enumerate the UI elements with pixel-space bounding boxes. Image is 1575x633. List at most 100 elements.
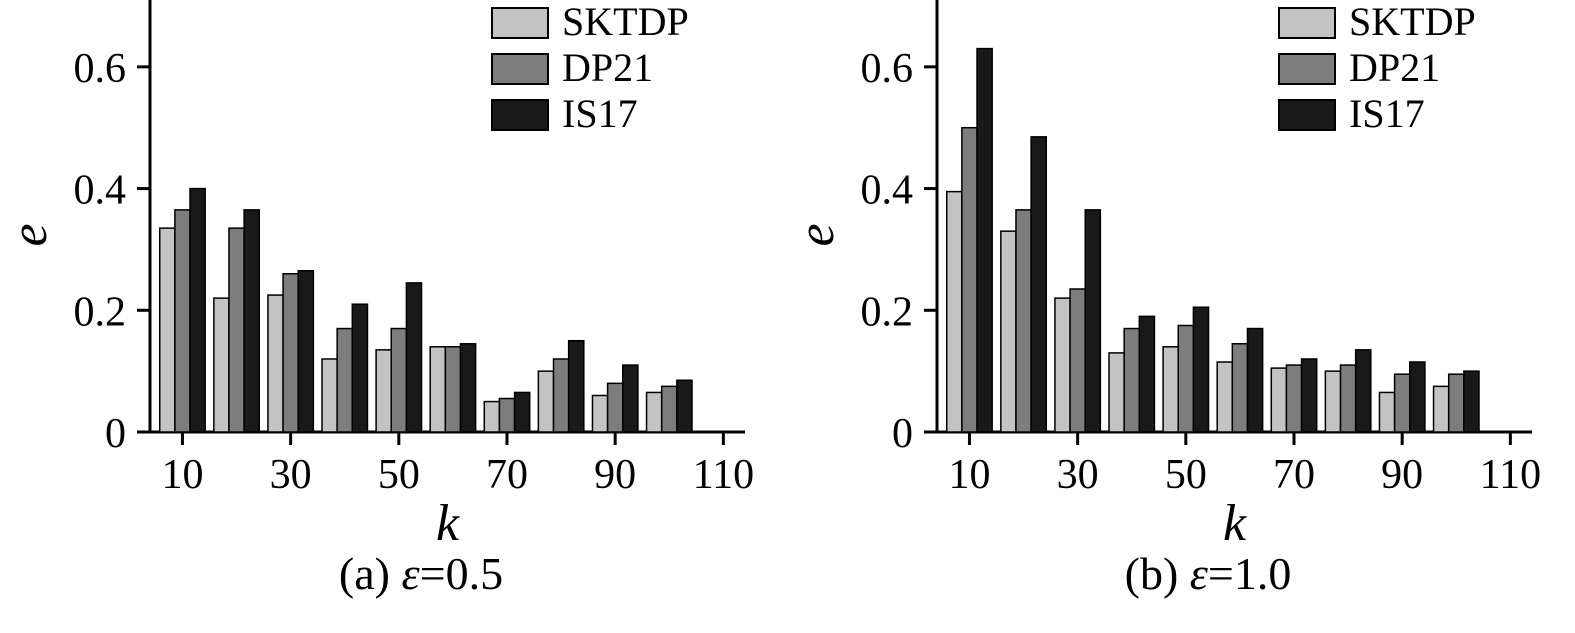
bar-DP21 — [1123, 327, 1141, 433]
bar-IS17 — [1030, 136, 1048, 433]
x-tick-label: 30 — [270, 452, 312, 498]
legend-label-DP21: DP21 — [562, 45, 653, 90]
bar-SKTDP — [1000, 230, 1017, 433]
bar-DP21 — [1285, 364, 1303, 433]
caption-epsilon-a: ε — [401, 548, 420, 599]
bar-IS17 — [1300, 358, 1318, 433]
chart-panel-b: 0 0.2 0.4 0.6 10 30 50 70 90 110 e k SKTDP DP21 IS17 (… — [787, 0, 1574, 633]
caption-value-b: =1.0 — [1207, 548, 1292, 599]
chart-caption-a: (a) ε=0.5 — [339, 547, 503, 600]
bar-SKTDP — [537, 370, 555, 433]
y-tick-label: 0.4 — [74, 168, 127, 214]
legend-swatch-SKTDP — [491, 7, 549, 39]
bar-DP21 — [174, 209, 191, 433]
bar-DP21 — [1015, 209, 1032, 433]
bar-DP21 — [552, 358, 570, 433]
bar-SKTDP — [1216, 361, 1234, 433]
bar-DP21 — [228, 227, 245, 433]
bar-IS17 — [567, 339, 585, 433]
bar-SKTDP — [483, 400, 501, 433]
bar-IS17 — [459, 343, 477, 433]
bar-DP21 — [1447, 373, 1465, 433]
x-tick-label: 30 — [1057, 452, 1099, 498]
bar-IS17 — [243, 209, 261, 433]
bar-IS17 — [1354, 349, 1372, 433]
y-axis-label: e — [1, 223, 58, 246]
bar-SKTDP — [321, 358, 338, 433]
x-tick-label: 50 — [1165, 452, 1207, 498]
bar-DP21 — [1177, 324, 1195, 433]
x-tick-label: 10 — [161, 452, 203, 498]
caption-label-b: (b) — [1124, 548, 1190, 599]
bar-SKTDP — [1378, 391, 1396, 433]
legend-label-IS17: IS17 — [562, 91, 638, 136]
y-tick-label: 0 — [892, 411, 913, 457]
bar-DP21 — [1339, 364, 1357, 433]
bar-IS17 — [976, 47, 993, 433]
x-axis-label: k — [436, 495, 460, 545]
legend-swatch-IS17 — [491, 99, 549, 131]
bar-IS17 — [1138, 315, 1156, 433]
y-tick-label: 0.6 — [74, 46, 127, 92]
bar-SKTDP — [1270, 367, 1288, 433]
bar-SKTDP — [375, 349, 392, 433]
legend-swatch-DP21 — [491, 53, 549, 85]
legend-label-SKTDP: SKTDP — [562, 0, 689, 44]
bar-DP21 — [606, 382, 624, 433]
bar-DP21 — [498, 397, 516, 433]
legend-swatch-DP21 — [1278, 53, 1336, 85]
x-axis-label: k — [1223, 495, 1247, 545]
bar-DP21 — [1231, 343, 1249, 433]
x-tick-label: 50 — [378, 452, 420, 498]
legend-label-IS17: IS17 — [1349, 91, 1425, 136]
bar-SKTDP — [1108, 352, 1125, 433]
y-tick-label: 0.4 — [861, 168, 914, 214]
bar-SKTDP — [429, 346, 447, 433]
bar-SKTDP — [1054, 297, 1071, 433]
bar-DP21 — [336, 327, 354, 433]
chart-panel-a: 0 0.2 0.4 0.6 10 30 50 70 90 110 e k SKTDP DP21 IS17 (… — [0, 0, 787, 633]
bar-IS17 — [1246, 327, 1264, 433]
bar-DP21 — [961, 126, 978, 433]
bar-SKTDP — [1162, 346, 1179, 433]
bar-DP21 — [660, 385, 678, 433]
bar-DP21 — [444, 346, 462, 433]
x-tick-label: 110 — [693, 452, 754, 498]
x-tick-label: 70 — [486, 452, 528, 498]
bar-SKTDP — [645, 391, 663, 433]
bar-DP21 — [282, 273, 299, 433]
bar-DP21 — [1069, 288, 1086, 433]
y-tick-label: 0.6 — [861, 46, 914, 92]
x-tick-label: 90 — [1381, 452, 1423, 498]
y-tick-label: 0.2 — [74, 289, 127, 335]
legend-swatch-IS17 — [1278, 99, 1336, 131]
bar-SKTDP — [1324, 370, 1342, 433]
x-tick-label: 110 — [1480, 452, 1541, 498]
caption-value-a: =0.5 — [419, 548, 504, 599]
bar-IS17 — [1084, 209, 1102, 433]
bar-IS17 — [1192, 306, 1210, 433]
bar-IS17 — [351, 303, 369, 433]
legend-label-SKTDP: SKTDP — [1349, 0, 1476, 44]
y-tick-label: 0 — [105, 411, 126, 457]
bar-SKTDP — [1432, 385, 1450, 433]
x-tick-label: 70 — [1273, 452, 1315, 498]
bar-IS17 — [676, 379, 693, 433]
bar-IS17 — [1463, 370, 1480, 433]
legend-swatch-SKTDP — [1278, 7, 1336, 39]
caption-epsilon-b: ε — [1189, 548, 1208, 599]
bar-SKTDP — [158, 227, 176, 433]
bar-SKTDP — [213, 297, 230, 433]
x-tick-label: 10 — [948, 452, 990, 498]
bar-IS17 — [1409, 361, 1426, 433]
bar-IS17 — [513, 391, 531, 433]
bar-IS17 — [622, 364, 639, 433]
caption-label-a: (a) — [338, 548, 402, 599]
bar-DP21 — [1393, 373, 1411, 433]
legend-label-DP21: DP21 — [1349, 45, 1440, 90]
x-tick-label: 90 — [594, 452, 636, 498]
bar-IS17 — [405, 282, 423, 433]
